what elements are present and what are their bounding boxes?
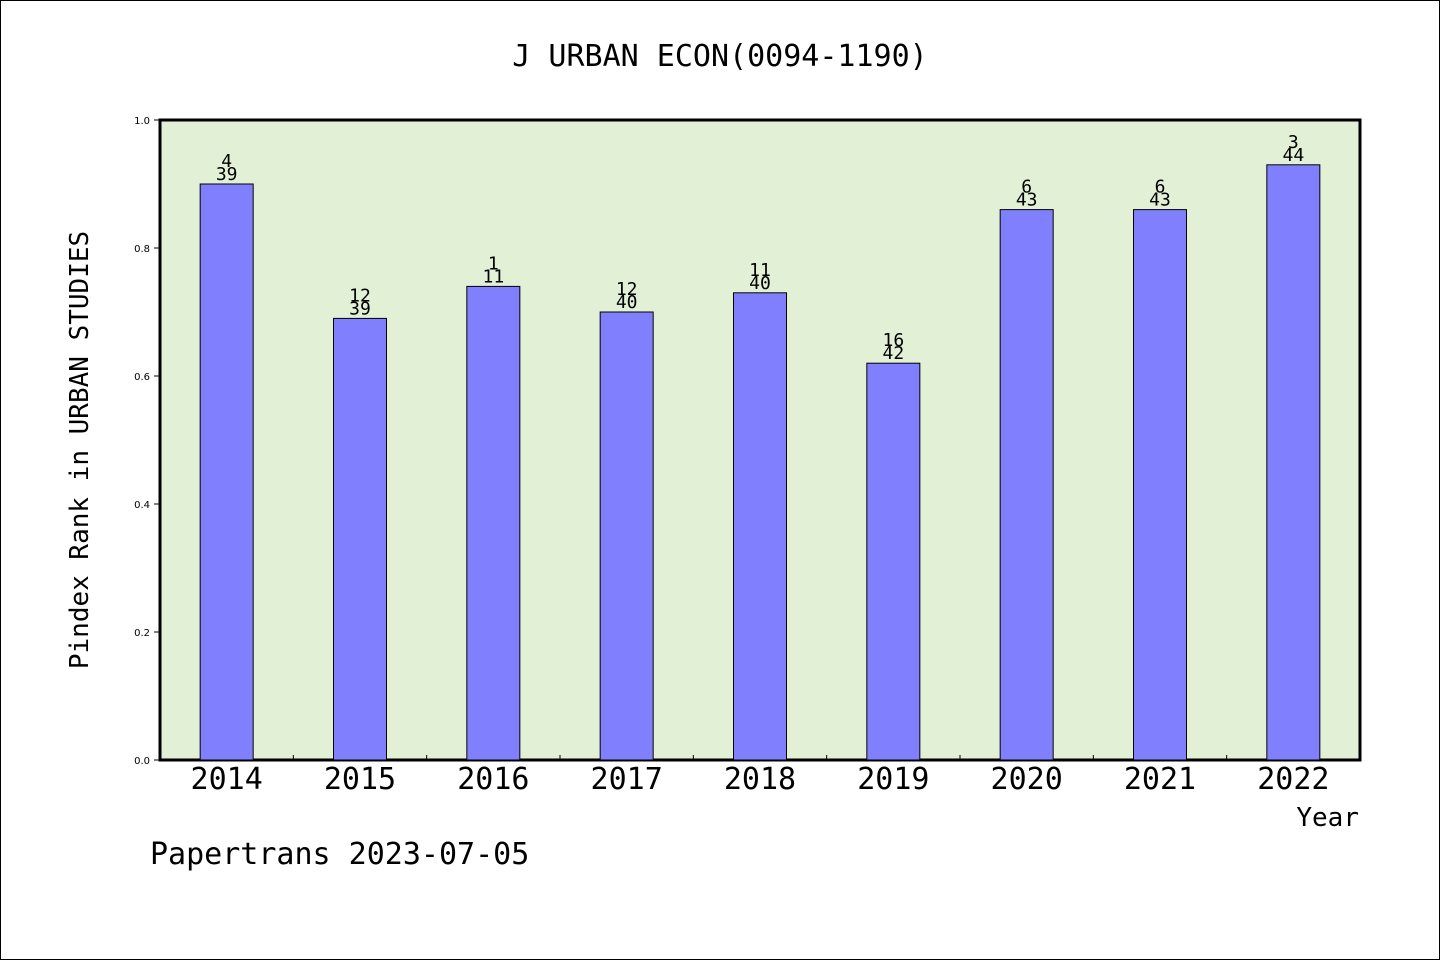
bar-label-top: 16 xyxy=(882,330,904,351)
chart-title: J URBAN ECON(0094-1190) xyxy=(512,39,927,74)
bar-2019 xyxy=(866,362,921,761)
footer-credit: Papertrans 2023-07-05 xyxy=(150,837,529,872)
bar-label-bottom: 43 xyxy=(1016,190,1038,211)
y-tick-label: 0.4 xyxy=(134,500,150,511)
y-axis-label: Pindex Rank in URBAN STUDIES xyxy=(65,231,95,669)
y-tick-label: 0.0 xyxy=(134,756,150,767)
x-tick-label: 2017 xyxy=(591,762,663,797)
y-tick-label: 0.8 xyxy=(134,244,150,255)
bar-label-bottom: 40 xyxy=(749,273,771,294)
bar-series xyxy=(199,164,1321,761)
bar-2014 xyxy=(199,183,254,761)
bar-2022 xyxy=(1266,164,1321,761)
bar-label-top: 6 xyxy=(1155,177,1166,198)
x-axis: 2014 2015 2016 2017 2018 2019 2020 2021 2022 xyxy=(191,755,1329,797)
bar-label-bottom: 43 xyxy=(1149,190,1171,211)
bar-2015 xyxy=(333,317,387,761)
bar-label-bottom: 44 xyxy=(1282,145,1304,166)
bar-2016 xyxy=(466,285,521,761)
bar-2021 xyxy=(1133,209,1187,761)
bar-label-bottom: 39 xyxy=(349,298,371,319)
x-tick-label: 2021 xyxy=(1124,762,1196,797)
y-tick-label: 1.0 xyxy=(134,116,150,127)
y-tick-label: 0.2 xyxy=(134,628,150,639)
x-tick-label: 2016 xyxy=(457,762,529,797)
bar-2020 xyxy=(999,209,1054,761)
x-tick-label: 2022 xyxy=(1257,762,1329,797)
bar-label-bottom: 11 xyxy=(482,266,504,287)
bar-2018 xyxy=(733,292,787,761)
bar-label-top: 3 xyxy=(1288,132,1299,153)
bar-label-top: 11 xyxy=(749,260,771,281)
y-axis: 0.0 0.2 0.4 0.6 0.8 1.0 xyxy=(134,116,160,767)
x-tick-label: 2018 xyxy=(724,762,796,797)
bar-label-bottom: 40 xyxy=(616,292,638,313)
x-tick-label: 2020 xyxy=(991,762,1063,797)
bar-label-top: 4 xyxy=(221,151,232,172)
bar-label-top: 12 xyxy=(349,285,371,306)
x-axis-label: Year xyxy=(1296,803,1359,833)
bar-2017 xyxy=(599,311,654,761)
x-tick-label: 2014 xyxy=(191,762,263,797)
bar-label-top: 1 xyxy=(488,253,499,274)
bar-label-top: 12 xyxy=(616,279,638,300)
bar-label-bottom: 39 xyxy=(216,164,238,185)
x-tick-label: 2019 xyxy=(857,762,929,797)
bar-label-bottom: 42 xyxy=(882,343,904,364)
x-tick-label: 2015 xyxy=(324,762,396,797)
bar-label-top: 6 xyxy=(1021,177,1032,198)
y-tick-label: 0.6 xyxy=(134,372,150,383)
